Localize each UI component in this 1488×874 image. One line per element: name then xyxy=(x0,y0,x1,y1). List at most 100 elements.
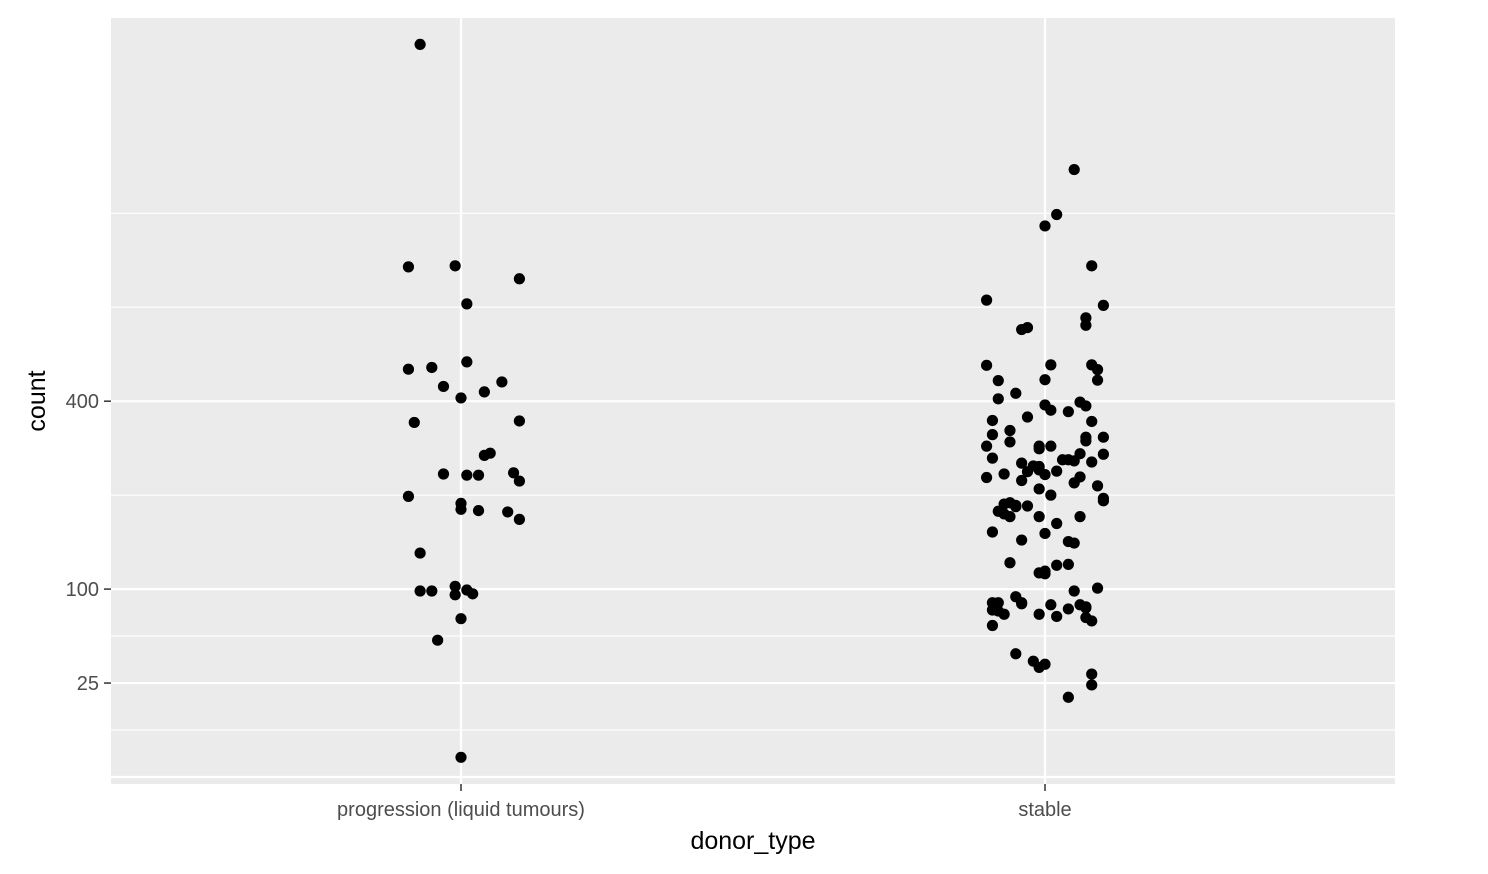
data-point xyxy=(1045,404,1057,416)
data-point xyxy=(432,634,444,646)
data-point xyxy=(1010,387,1022,399)
data-point xyxy=(449,589,461,601)
data-point xyxy=(1033,483,1045,495)
data-point xyxy=(414,38,426,51)
data-point xyxy=(513,415,526,427)
data-point xyxy=(1080,319,1092,331)
data-point xyxy=(1086,260,1098,272)
data-point xyxy=(1062,603,1074,615)
data-point xyxy=(426,361,438,374)
data-point xyxy=(1091,582,1104,594)
data-point xyxy=(1051,610,1063,623)
data-point xyxy=(1004,511,1016,523)
data-point xyxy=(1021,500,1034,512)
data-point xyxy=(437,468,450,480)
y-axis-title: count xyxy=(23,370,51,431)
data-point xyxy=(1068,163,1080,176)
y-tick-label: 400 xyxy=(66,391,99,413)
data-point xyxy=(455,503,467,515)
data-point xyxy=(1016,323,1028,336)
data-point xyxy=(455,751,467,763)
x-tick-label: stable xyxy=(1018,799,1071,821)
data-point xyxy=(513,273,526,285)
y-axis: 25 100 400 xyxy=(66,391,111,695)
data-point xyxy=(1016,598,1028,610)
data-point xyxy=(1091,374,1104,386)
data-point xyxy=(507,467,520,479)
data-point xyxy=(986,619,999,632)
data-point xyxy=(1086,668,1098,680)
data-point xyxy=(1062,558,1074,571)
data-point xyxy=(513,475,526,487)
data-point xyxy=(502,506,514,518)
data-point xyxy=(414,585,426,597)
data-point xyxy=(478,386,490,398)
data-point xyxy=(1086,679,1098,691)
data-point xyxy=(402,490,415,502)
data-point xyxy=(1010,648,1022,660)
data-point xyxy=(1039,220,1051,232)
data-point xyxy=(1097,448,1109,460)
data-point xyxy=(1080,602,1092,614)
data-point xyxy=(1033,661,1045,674)
data-point xyxy=(1051,517,1063,530)
data-point xyxy=(1021,466,1034,478)
data-point xyxy=(1068,477,1080,489)
data-point xyxy=(1086,456,1098,468)
y-tick-label: 25 xyxy=(77,673,99,695)
x-axis: progression (liquid tumours) stable xyxy=(337,784,1072,821)
data-point xyxy=(1097,495,1109,507)
data-point xyxy=(1039,374,1051,386)
minor-gridlines xyxy=(111,212,1395,731)
data-point xyxy=(478,449,490,461)
data-point xyxy=(1039,527,1051,540)
data-point xyxy=(1051,465,1063,477)
data-point xyxy=(1010,501,1022,513)
data-point xyxy=(1033,511,1045,523)
data-point xyxy=(1051,208,1063,221)
data-point xyxy=(1091,364,1104,376)
data-point xyxy=(449,580,461,592)
data-point xyxy=(426,585,438,597)
data-point xyxy=(1045,359,1057,371)
data-point xyxy=(1074,511,1086,523)
data-point xyxy=(437,380,450,393)
data-point xyxy=(1080,400,1092,412)
data-point xyxy=(1080,435,1092,447)
data-point xyxy=(1086,615,1098,627)
data-point xyxy=(1045,599,1057,611)
data-point xyxy=(998,468,1010,480)
data-point xyxy=(1016,474,1028,487)
data-point xyxy=(1021,411,1034,423)
data-point xyxy=(1051,559,1063,571)
data-point xyxy=(992,393,1004,405)
data-point xyxy=(402,363,415,375)
data-point xyxy=(1004,424,1016,437)
data-point xyxy=(414,547,426,559)
data-point xyxy=(1004,557,1016,569)
data-point xyxy=(472,469,485,481)
data-point xyxy=(986,452,999,464)
data-point xyxy=(1086,415,1098,428)
data-point xyxy=(1033,608,1045,620)
data-point xyxy=(986,526,999,538)
data-point xyxy=(1062,406,1074,418)
data-point xyxy=(1068,585,1080,597)
data-point xyxy=(496,376,508,388)
data-point xyxy=(1039,568,1051,580)
data-point xyxy=(1097,299,1109,311)
series-group xyxy=(402,38,526,763)
data-point xyxy=(1062,691,1074,703)
data-point xyxy=(472,504,485,517)
data-point xyxy=(1091,480,1104,492)
data-point xyxy=(1016,534,1028,546)
data-point xyxy=(455,392,467,404)
data-point xyxy=(1068,537,1080,549)
data-point xyxy=(1045,440,1057,452)
data-point xyxy=(981,359,993,371)
data-point xyxy=(467,588,479,600)
data-point xyxy=(1097,431,1109,443)
data-point xyxy=(981,471,993,484)
data-point xyxy=(461,356,473,368)
